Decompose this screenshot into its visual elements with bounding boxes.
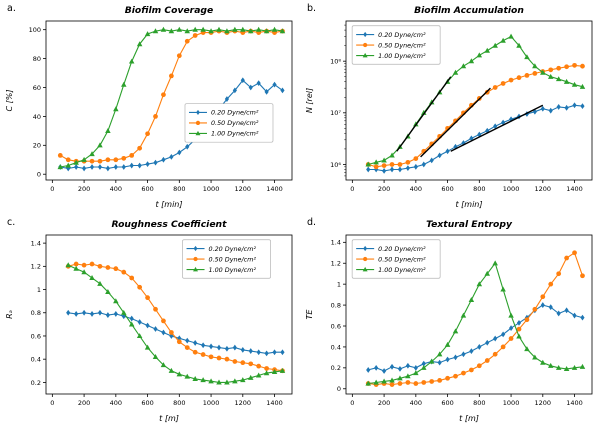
svg-text:0.50 Dyne/cm²: 0.50 Dyne/cm² xyxy=(378,41,426,49)
svg-text:Biofilm Accumulation: Biofilm Accumulation xyxy=(414,5,524,16)
svg-text:1400: 1400 xyxy=(266,399,283,407)
svg-text:1: 1 xyxy=(37,286,41,294)
svg-text:Textural Entropy: Textural Entropy xyxy=(426,219,513,230)
svg-text:N [rel]: N [rel] xyxy=(305,88,314,113)
svg-text:1000: 1000 xyxy=(503,399,520,407)
svg-text:200: 200 xyxy=(378,185,390,193)
svg-text:0.50 Dyne/cm²: 0.50 Dyne/cm² xyxy=(209,255,257,263)
svg-text:80: 80 xyxy=(33,55,41,63)
svg-text:0.2: 0.2 xyxy=(31,379,41,387)
svg-text:800: 800 xyxy=(473,399,485,407)
svg-text:0.20 Dyne/cm²: 0.20 Dyne/cm² xyxy=(209,245,257,253)
svg-text:400: 400 xyxy=(410,399,422,407)
svg-text:0.50 Dyne/cm²: 0.50 Dyne/cm² xyxy=(211,119,259,127)
svg-text:1.00 Dyne/cm²: 1.00 Dyne/cm² xyxy=(378,266,426,274)
svg-text:Roughness Coefficient: Roughness Coefficient xyxy=(112,219,228,230)
svg-text:1200: 1200 xyxy=(535,399,552,407)
svg-text:200: 200 xyxy=(78,185,90,193)
panel-b-biofilm-accumulation: b. 0 200 400 600 800 1000 1200 1400 10⁶ 10⁷ 10⁸ Bio… xyxy=(300,0,600,214)
svg-text:0.4: 0.4 xyxy=(31,356,41,364)
svg-text:400: 400 xyxy=(110,185,122,193)
svg-text:TE: TE xyxy=(305,309,314,320)
svg-text:0.20 Dyne/cm²: 0.20 Dyne/cm² xyxy=(378,31,426,39)
svg-text:t [m]: t [m] xyxy=(159,414,179,423)
svg-text:t [min]: t [min] xyxy=(455,200,482,209)
svg-text:0.6: 0.6 xyxy=(31,332,41,340)
svg-text:200: 200 xyxy=(78,399,90,407)
svg-text:1000: 1000 xyxy=(203,185,220,193)
svg-text:1200: 1200 xyxy=(235,185,252,193)
svg-text:800: 800 xyxy=(173,185,185,193)
svg-text:0.50 Dyne/cm²: 0.50 Dyne/cm² xyxy=(378,255,426,263)
svg-text:0: 0 xyxy=(337,385,341,393)
svg-text:0: 0 xyxy=(350,399,354,407)
svg-text:1.00 Dyne/cm²: 1.00 Dyne/cm² xyxy=(209,266,257,274)
panel-label-c: c. xyxy=(7,217,16,228)
panel-d-textural-entropy: d. 0 200 400 600 800 1000 1200 1400 0 0.2 0.4 0.6 0.… xyxy=(300,214,600,428)
svg-text:0.6: 0.6 xyxy=(331,322,341,330)
svg-text:0: 0 xyxy=(37,171,41,179)
svg-text:600: 600 xyxy=(141,185,153,193)
svg-text:400: 400 xyxy=(410,185,422,193)
chart-c-roughness-coefficient: 0 200 400 600 800 1000 1200 1400 0.2 0.4 0.6 0.8 1 1.… xyxy=(5,219,293,423)
svg-text:1.2: 1.2 xyxy=(331,260,341,268)
svg-text:0.20 Dyne/cm²: 0.20 Dyne/cm² xyxy=(211,109,259,117)
svg-text:0.20 Dyne/cm²: 0.20 Dyne/cm² xyxy=(378,245,426,253)
svg-text:1.4: 1.4 xyxy=(31,240,41,248)
svg-text:t [m]: t [m] xyxy=(459,414,479,423)
svg-text:1000: 1000 xyxy=(203,399,220,407)
chart-a-biofilm-coverage: 0 200 400 600 800 1000 1200 1400 0 20 40 60 80 100 Bio… xyxy=(5,5,293,209)
svg-text:Rₐ: Rₐ xyxy=(5,310,14,319)
svg-text:0.8: 0.8 xyxy=(31,309,41,317)
chart-d-textural-entropy: 0 200 400 600 800 1000 1200 1400 0 0.2 0.4 0.6 0.8 1 1… xyxy=(305,219,593,423)
svg-text:1400: 1400 xyxy=(566,399,583,407)
svg-text:10⁷: 10⁷ xyxy=(330,109,341,117)
panel-label-a: a. xyxy=(7,3,16,14)
svg-text:600: 600 xyxy=(141,399,153,407)
svg-text:400: 400 xyxy=(110,399,122,407)
svg-text:1400: 1400 xyxy=(566,185,583,193)
svg-text:10⁸: 10⁸ xyxy=(330,58,341,66)
svg-text:600: 600 xyxy=(441,399,453,407)
svg-text:t [min]: t [min] xyxy=(155,200,182,209)
svg-text:1.00 Dyne/cm²: 1.00 Dyne/cm² xyxy=(378,52,426,60)
svg-text:20: 20 xyxy=(33,142,41,150)
svg-text:1.4: 1.4 xyxy=(331,239,341,247)
panel-a-biofilm-coverage: a. 0 200 400 600 800 1000 1200 1400 0 20 40 60 80 100… xyxy=(0,0,300,214)
svg-text:0: 0 xyxy=(50,185,54,193)
svg-text:10⁶: 10⁶ xyxy=(330,161,341,169)
svg-text:40: 40 xyxy=(33,113,41,121)
svg-text:60: 60 xyxy=(33,84,41,92)
svg-text:1000: 1000 xyxy=(503,185,520,193)
svg-text:0: 0 xyxy=(350,185,354,193)
svg-text:0.4: 0.4 xyxy=(331,343,341,351)
svg-text:200: 200 xyxy=(378,399,390,407)
svg-text:600: 600 xyxy=(441,185,453,193)
svg-text:0.2: 0.2 xyxy=(331,364,341,372)
svg-text:1200: 1200 xyxy=(535,185,552,193)
svg-text:1.2: 1.2 xyxy=(31,263,41,271)
panel-label-d: d. xyxy=(307,217,317,228)
svg-text:800: 800 xyxy=(473,185,485,193)
svg-text:1: 1 xyxy=(337,281,341,289)
svg-text:Biofilm Coverage: Biofilm Coverage xyxy=(125,5,213,16)
svg-text:1400: 1400 xyxy=(266,185,283,193)
svg-text:1.00 Dyne/cm²: 1.00 Dyne/cm² xyxy=(211,130,259,138)
svg-text:100: 100 xyxy=(29,26,41,34)
svg-text:800: 800 xyxy=(173,399,185,407)
svg-text:C [%]: C [%] xyxy=(5,90,14,112)
svg-text:0.8: 0.8 xyxy=(331,301,341,309)
panel-c-roughness-coefficient: c. 0 200 400 600 800 1000 1200 1400 0.2 0.4 0.6 0.8… xyxy=(0,214,300,428)
chart-b-biofilm-accumulation: 0 200 400 600 800 1000 1200 1400 10⁶ 10⁷ 10⁸ Biofil… xyxy=(305,5,593,209)
panel-label-b: b. xyxy=(307,3,317,14)
svg-text:1200: 1200 xyxy=(235,399,252,407)
svg-text:0: 0 xyxy=(50,399,54,407)
